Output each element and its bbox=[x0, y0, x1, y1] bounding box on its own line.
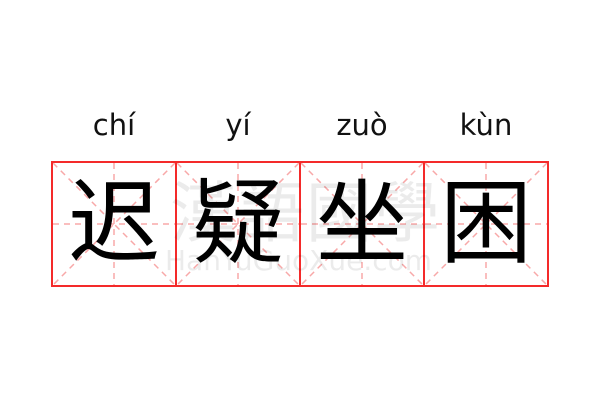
guide-lines bbox=[425, 163, 547, 285]
character-grid: 迟 疑 坐 困 bbox=[51, 161, 549, 287]
character-3: 坐 bbox=[315, 170, 408, 277]
pinyin-2: yí bbox=[225, 108, 251, 142]
guide-lines bbox=[53, 163, 175, 285]
pinyin-1: chí bbox=[92, 108, 136, 142]
pinyin-4: kùn bbox=[459, 108, 513, 142]
guide-lines bbox=[177, 163, 299, 285]
grid-cell-1: 迟 bbox=[51, 161, 177, 287]
grid-cell-4: 困 bbox=[423, 161, 549, 287]
character-1: 迟 bbox=[67, 170, 160, 277]
guide-lines bbox=[301, 163, 423, 285]
grid-cell-2: 疑 bbox=[175, 161, 301, 287]
pinyin-3: zuò bbox=[336, 108, 388, 142]
grid-cell-3: 坐 bbox=[299, 161, 425, 287]
character-2: 疑 bbox=[191, 170, 284, 277]
character-4: 困 bbox=[439, 170, 532, 277]
